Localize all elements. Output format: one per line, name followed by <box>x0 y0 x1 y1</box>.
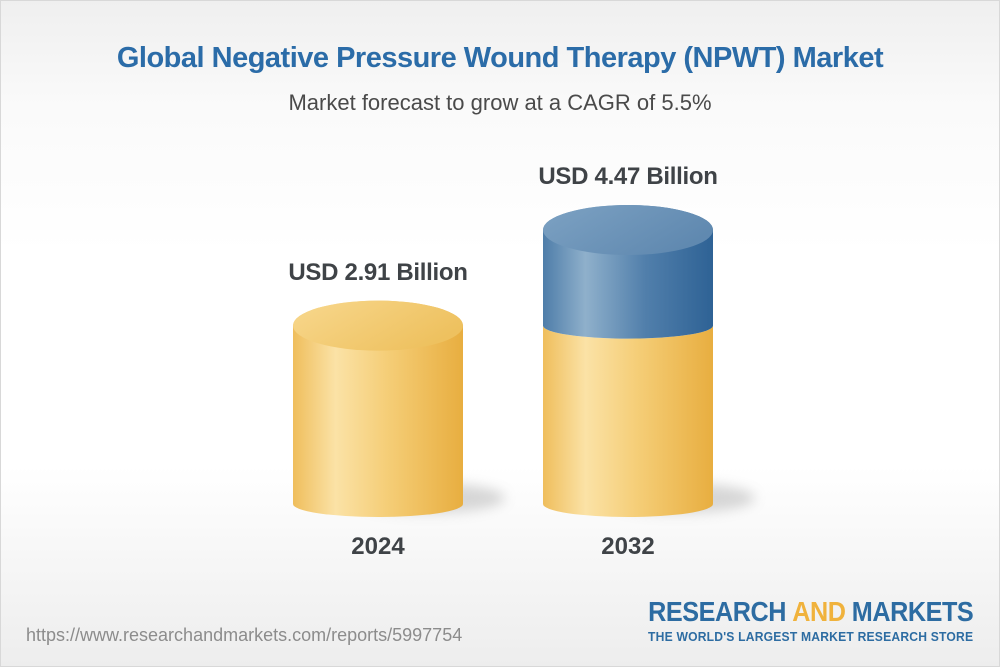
axis-label-2024: 2024 <box>351 533 405 560</box>
cylinder-2032-top <box>543 205 713 255</box>
logo-word-and: AND <box>791 596 846 627</box>
logo-tagline: THE WORLD'S LARGEST MARKET RESEARCH STOR… <box>647 630 973 644</box>
cylinder-2032-base-body <box>543 325 713 517</box>
value-label-2024: USD 2.91 Billion <box>288 258 468 286</box>
report-url: https://www.researchandmarkets.com/repor… <box>26 625 463 645</box>
research-and-markets-logo: RESEARCH AND MARKETS THE WORLD'S LARGEST M… <box>612 596 974 644</box>
page-subtitle: Market forecast to grow at a CAGR of 5.5… <box>288 90 712 115</box>
logo-word-markets: MARKETS <box>851 596 974 627</box>
logo-wordmark: RESEARCH AND MARKETS <box>647 596 974 628</box>
logo-word-research: RESEARCH <box>647 596 786 627</box>
page-title: Global Negative Pressure Wound Therapy (… <box>116 42 884 74</box>
cylinder-2024-top <box>293 300 463 351</box>
value-label-2032: USD 4.47 Billion <box>538 163 718 190</box>
axis-label-2032: 2032 <box>601 533 655 560</box>
cylinder-2024-body <box>293 300 463 517</box>
